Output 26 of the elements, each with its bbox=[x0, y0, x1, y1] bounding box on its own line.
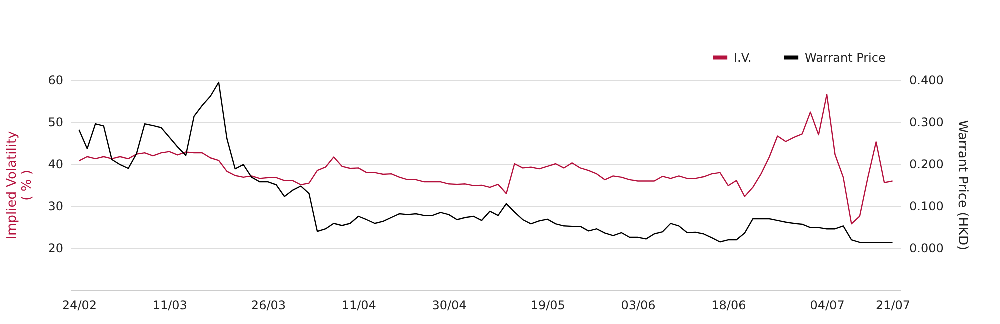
x-tick-label: 21/07 bbox=[876, 298, 911, 312]
x-tick-label: 04/07 bbox=[810, 298, 845, 312]
line-series bbox=[78, 82, 894, 244]
line-series bbox=[78, 94, 894, 225]
y2-tick-label: 0.400 bbox=[910, 74, 944, 88]
y2-axis-title: Warrant Price (HKD) bbox=[954, 120, 970, 251]
x-tick-label: 24/02 bbox=[62, 298, 98, 312]
y-tick-label: 30 bbox=[48, 200, 64, 214]
y2-tick-label: 0.000 bbox=[910, 242, 944, 256]
y-tick-label: 40 bbox=[48, 158, 64, 172]
y2-tick-label: 0.100 bbox=[910, 200, 944, 214]
y-tick-label: 50 bbox=[48, 116, 64, 130]
y2-tick-label: 0.200 bbox=[910, 158, 944, 172]
x-tick-label: 26/03 bbox=[251, 298, 286, 312]
legend-label: Warrant Price bbox=[805, 50, 886, 65]
x-tick-label: 11/04 bbox=[342, 298, 376, 312]
y2-tick-label: 0.300 bbox=[910, 116, 944, 130]
x-tick-label: 19/05 bbox=[530, 298, 566, 312]
x-tick-label: 30/04 bbox=[432, 298, 467, 312]
y-tick-label: 60 bbox=[48, 74, 64, 88]
legend-label: I.V. bbox=[734, 50, 752, 65]
x-tick-label: 18/06 bbox=[712, 298, 746, 312]
x-tick-label: 11/03 bbox=[152, 298, 188, 312]
x-tick-label: 03/06 bbox=[621, 298, 656, 312]
y-axis-title: Implied Volatility ( % ) bbox=[5, 130, 36, 240]
y-tick-label: 20 bbox=[48, 242, 64, 256]
